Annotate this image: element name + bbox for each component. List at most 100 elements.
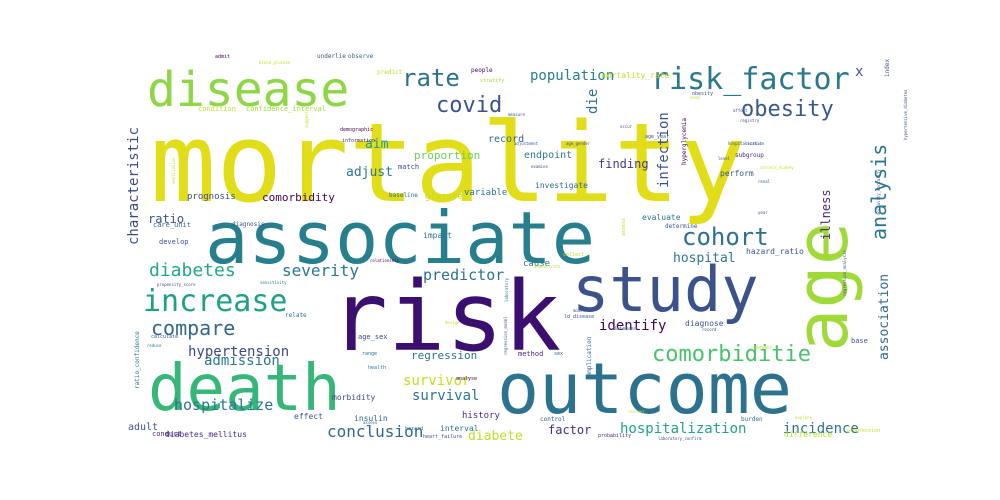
- word-reduce: reduce: [147, 343, 162, 348]
- word-hazard: hazard: [405, 426, 423, 432]
- word-associate: associate: [205, 196, 595, 280]
- word-adult: adult: [128, 422, 158, 433]
- word-information: information: [342, 138, 375, 144]
- word-endpoint: endpoint: [524, 150, 572, 161]
- word-propensity-score: propensity_score: [157, 282, 196, 287]
- word-sex: sex: [554, 351, 563, 357]
- word-affect: affect: [733, 108, 748, 113]
- word-record: record: [702, 327, 717, 332]
- word-renal: renal: [758, 179, 771, 184]
- word-people: people: [471, 67, 493, 74]
- word-database: database: [613, 326, 637, 332]
- word-level: level: [718, 156, 731, 161]
- word-finding: finding: [598, 157, 649, 171]
- word-complication: complication: [586, 336, 593, 380]
- word-relationship: relationship: [370, 258, 399, 263]
- word-conclusion: conclusion: [327, 422, 423, 441]
- word-regression: regression: [411, 349, 477, 362]
- word-illness: illness: [819, 189, 833, 240]
- word-population: population: [530, 68, 614, 84]
- word-morbidity: morbidity: [332, 393, 376, 402]
- word-match: match: [398, 163, 419, 171]
- word-chronic-kidney: chronic_kidney: [760, 165, 794, 170]
- word-regression-analysis: regression_analysis: [842, 250, 847, 296]
- word-admission: admission: [204, 353, 280, 369]
- word-diabetes: diabetes: [149, 260, 236, 281]
- word-range: range: [362, 351, 377, 357]
- word-aim: aim: [365, 137, 389, 152]
- word-relate: relate: [285, 312, 307, 319]
- word-laboratory-confirm: laboratory_confirm: [658, 436, 702, 441]
- word-observe: observe: [348, 53, 374, 60]
- word-admit: admit: [215, 54, 230, 60]
- word-covid: covid: [436, 93, 502, 118]
- word-characteristic: characteristic: [126, 127, 142, 245]
- word-sensitivity: sensitivity: [260, 280, 287, 285]
- word-glucose: glucose: [425, 192, 463, 202]
- word-need: need: [690, 95, 700, 100]
- word-comorbidity: comorbidity: [262, 191, 335, 204]
- word-care-unit: care_unit: [153, 221, 191, 229]
- word-risk-factor: risk_factor: [651, 62, 850, 97]
- word-hospitalization: hospitalization: [620, 421, 746, 437]
- word-year: year: [758, 210, 768, 215]
- word-progression: progression: [847, 428, 880, 434]
- word-comorbiditie: comorbiditie: [652, 342, 811, 367]
- word-explore: explore: [795, 415, 812, 420]
- word-outcome: outcome: [497, 348, 792, 430]
- word-severity: severity: [282, 261, 359, 280]
- word-age-gender: age_gender: [566, 141, 591, 146]
- word-age-year: age_year: [645, 134, 669, 140]
- word-hospitalize: hospitalize: [174, 396, 273, 414]
- word-demonstrate: demonstrate: [534, 264, 561, 269]
- word-subgroup: subgroup: [735, 152, 764, 159]
- word-index: index: [884, 59, 891, 77]
- word-base: base: [851, 337, 868, 345]
- word-hospital: hospital: [673, 251, 736, 266]
- word-assess: assess: [363, 420, 378, 425]
- word-adjustment: adjustment: [514, 141, 539, 146]
- word-analysis: analysis: [867, 144, 891, 240]
- word-conduct: conduct: [152, 430, 182, 438]
- word-cohort: cohort: [682, 223, 769, 251]
- word-impact: impact: [423, 231, 452, 240]
- word-model: model: [573, 308, 586, 313]
- word-blood-glucose: blood_glucose: [259, 60, 291, 65]
- word-analyse: analyse: [456, 376, 477, 382]
- word-diagnosis: diagnosis: [232, 221, 265, 228]
- word-gender: gender: [754, 345, 772, 351]
- word-predictor: predictor: [423, 266, 504, 284]
- word-perform: perform: [720, 169, 754, 178]
- word-survival: survival: [412, 388, 479, 404]
- word-hyperglycemia: hyperglycemia: [681, 118, 688, 165]
- word-die: die: [585, 89, 601, 114]
- word-ld-disease: ld_disease: [564, 314, 594, 320]
- word-develop: develop: [159, 238, 189, 246]
- word-burden: burden: [741, 416, 763, 423]
- word-variable: variable: [464, 188, 507, 198]
- word-ventilation: ventilation: [171, 157, 176, 184]
- word-hospitalization: hospitalization: [728, 141, 765, 146]
- word-laboratory: laboratory: [504, 277, 509, 302]
- word-infection: infection: [656, 112, 672, 188]
- word-interval: interval: [440, 424, 479, 433]
- word-difference: difference: [784, 430, 832, 439]
- word-survivor: survivor: [403, 373, 470, 389]
- word-risk: risk: [330, 261, 561, 373]
- word-health: health: [368, 365, 386, 371]
- word-adjust: adjust: [346, 165, 393, 180]
- word-examine: examine: [531, 164, 548, 169]
- word-investigate: investigate: [535, 181, 588, 190]
- word-increase: increase: [143, 284, 288, 319]
- word-history: history: [462, 411, 501, 421]
- word-cause: cause: [523, 259, 550, 269]
- word-identify: identify: [599, 318, 666, 334]
- word-ratio: ratio: [148, 212, 184, 226]
- word-diabete: diabete: [468, 429, 523, 444]
- word-association: association: [877, 274, 892, 360]
- word-design: design: [445, 320, 460, 325]
- word-factor: factor: [548, 423, 591, 437]
- word-rate: rate: [402, 64, 460, 92]
- word-mortality-mortality: mortality_mortality: [876, 169, 881, 215]
